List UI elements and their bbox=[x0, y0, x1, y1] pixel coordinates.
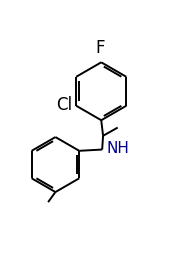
Text: Cl: Cl bbox=[56, 96, 73, 114]
Text: NH: NH bbox=[107, 141, 130, 156]
Text: F: F bbox=[96, 39, 105, 57]
